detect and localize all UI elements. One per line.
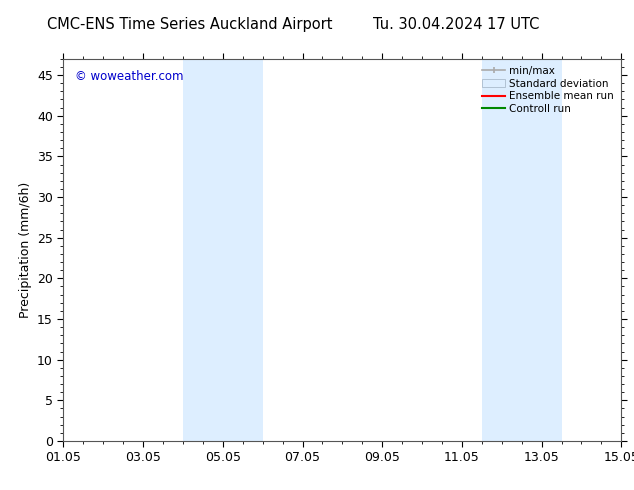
Text: Tu. 30.04.2024 17 UTC: Tu. 30.04.2024 17 UTC [373,17,540,32]
Bar [482,59,562,441]
Bar [183,59,262,441]
Legend: min/max, Standard deviation, Ensemble mean run, Controll run: min/max, Standard deviation, Ensemble me… [480,64,616,116]
Y-axis label: Precipitation (mm/6h): Precipitation (mm/6h) [18,182,32,318]
Text: CMC-ENS Time Series Auckland Airport: CMC-ENS Time Series Auckland Airport [48,17,333,32]
Text: © woweather.com: © woweather.com [75,70,183,83]
